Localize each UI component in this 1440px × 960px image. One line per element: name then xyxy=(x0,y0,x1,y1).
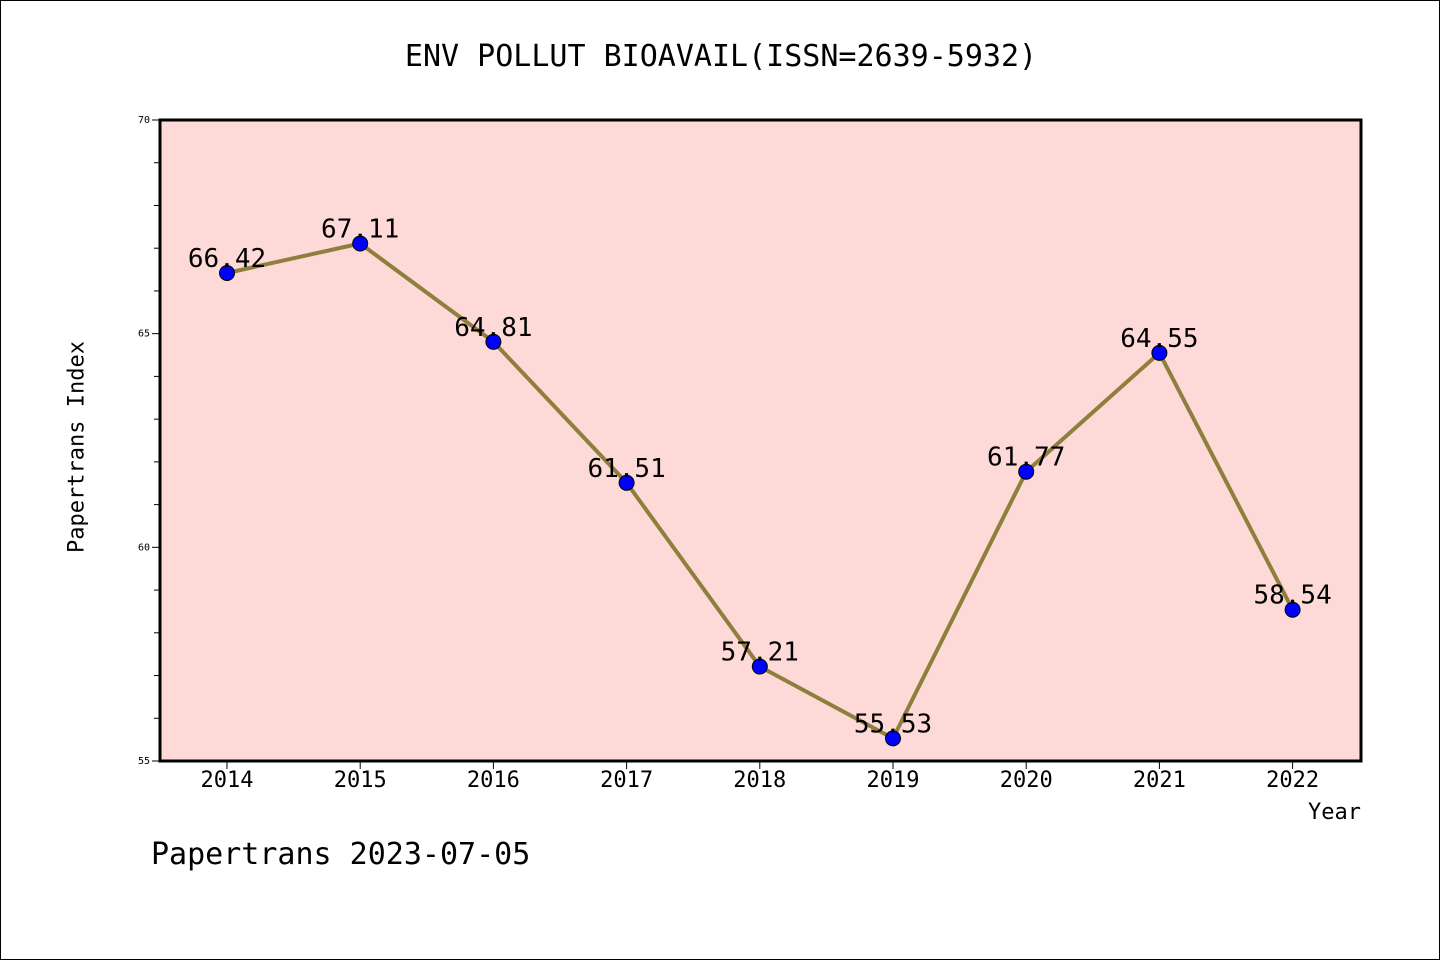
y-tick-label: 60 xyxy=(138,542,150,553)
x-tick-label: 2017 xyxy=(600,768,653,793)
axis-ticks: 55 60 65 70 2014 2015 2016 2017 2018 2019 2020 2021… xyxy=(138,115,1319,793)
y-tick-label: 65 xyxy=(138,329,150,340)
data-label: 67.11 xyxy=(321,214,399,244)
data-point xyxy=(885,730,901,747)
data-label: 66.42 xyxy=(188,244,266,274)
x-tick-label: 2014 xyxy=(201,768,254,793)
data-labels: 66.42 67.11 64.81 61.51 57.21 55.53 61.77 64.55… xyxy=(188,214,1332,739)
data-label: 58.54 xyxy=(1253,581,1331,611)
y-tick-label: 55 xyxy=(138,756,150,767)
x-tick-label: 2019 xyxy=(867,768,920,793)
x-tick-label: 2020 xyxy=(1000,768,1053,793)
y-tick-label: 70 xyxy=(138,115,150,126)
data-point xyxy=(352,235,369,252)
data-label: 64.81 xyxy=(454,313,532,343)
data-point xyxy=(219,264,235,281)
plot-area xyxy=(160,120,1361,761)
data-label: 61.77 xyxy=(987,443,1065,473)
data-point xyxy=(485,333,502,350)
data-point xyxy=(751,658,768,675)
data-label: 61.51 xyxy=(587,454,665,484)
x-tick-label: 2018 xyxy=(733,768,786,793)
data-point xyxy=(618,474,635,491)
x-axis-label: Year xyxy=(1308,800,1361,825)
x-tick-label: 2016 xyxy=(467,768,520,793)
data-point xyxy=(1151,344,1168,361)
chart-title: ENV POLLUT BIOAVAIL(ISSN=2639-5932) xyxy=(404,39,1038,74)
plot-border xyxy=(158,118,1363,763)
data-label: 55.53 xyxy=(854,709,932,739)
footer-text: Papertrans 2023-07-05 xyxy=(151,837,531,872)
data-label: 64.55 xyxy=(1120,324,1198,354)
data-point xyxy=(1018,463,1035,480)
x-tick-label: 2015 xyxy=(334,768,387,793)
x-tick-label: 2022 xyxy=(1266,768,1319,793)
data-label: 57.21 xyxy=(721,638,799,668)
x-tick-label: 2021 xyxy=(1133,768,1186,793)
data-point xyxy=(1284,601,1301,618)
data-points xyxy=(219,235,1301,747)
